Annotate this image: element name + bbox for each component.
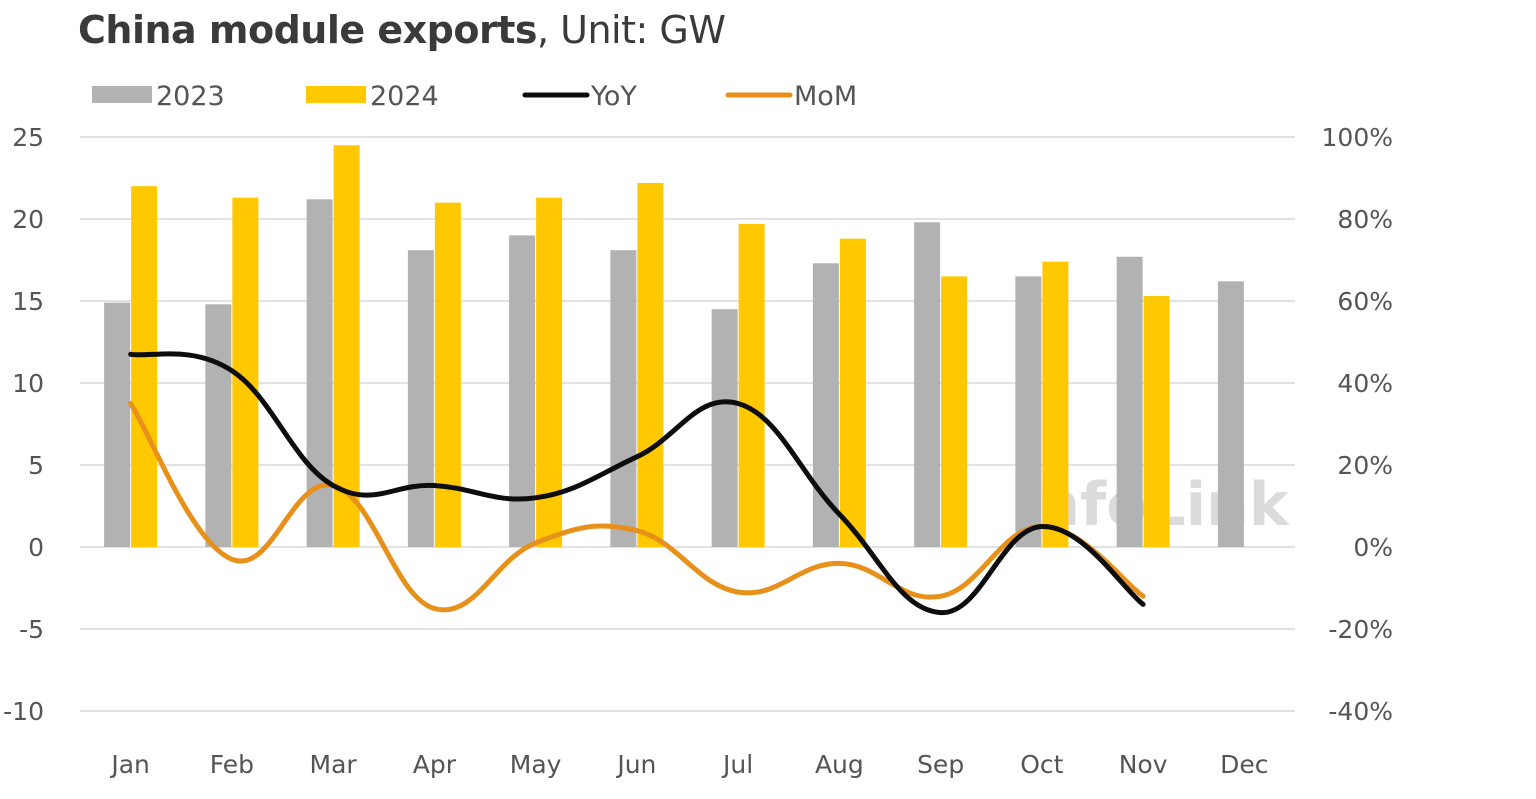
chart-title-unit: , Unit: GW bbox=[537, 8, 726, 52]
lines bbox=[128, 351, 1146, 616]
axes: -10 -5 0 5 10 15 20 25 -40% -20% 0% 20% 40% 60% 80% 100… bbox=[3, 123, 1393, 779]
line-YoY bbox=[128, 351, 1146, 616]
legend-label-MoM: MoM bbox=[794, 81, 857, 112]
y-right-tick-label: 20% bbox=[1337, 451, 1393, 480]
y-left-tick-label: 20 bbox=[12, 205, 44, 234]
bar-2023 bbox=[104, 302, 131, 547]
x-tick-label: Apr bbox=[413, 750, 457, 779]
y-right-tick-label: -20% bbox=[1328, 615, 1393, 644]
x-tick-label: Nov bbox=[1119, 750, 1168, 779]
legend-swatch-2023 bbox=[92, 86, 152, 103]
y-left-tick-label: -5 bbox=[19, 615, 44, 644]
x-tick-label: Jul bbox=[721, 750, 753, 779]
y-right-tick-label: 80% bbox=[1337, 205, 1393, 234]
bar-2024 bbox=[1042, 261, 1069, 547]
bar-2023 bbox=[1015, 276, 1042, 547]
y-right-tick-label: 40% bbox=[1337, 369, 1393, 398]
bar-2024 bbox=[839, 238, 866, 547]
bar-2023 bbox=[711, 309, 738, 547]
x-tick-label: Sep bbox=[917, 750, 964, 779]
y-left-tick-label: 25 bbox=[12, 123, 44, 152]
x-tick-label: Mar bbox=[310, 750, 358, 779]
y-right-tick-label: 100% bbox=[1322, 123, 1393, 152]
line-MoM bbox=[128, 401, 1146, 613]
y-right-tick-label: 0% bbox=[1353, 533, 1393, 562]
bar-2023 bbox=[509, 235, 536, 547]
x-tick-label: Aug bbox=[815, 750, 864, 779]
x-tick-label: Feb bbox=[210, 750, 254, 779]
y-left-tick-label: 5 bbox=[28, 451, 44, 480]
x-tick-label: Oct bbox=[1020, 750, 1063, 779]
bar-2023 bbox=[914, 222, 941, 547]
legend-label-2023: 2023 bbox=[156, 81, 225, 112]
bar-2023 bbox=[306, 199, 333, 547]
bars bbox=[104, 145, 1244, 548]
legend-swatch-2024 bbox=[306, 86, 366, 103]
legend: 2023 2024 YoY MoM bbox=[92, 81, 857, 112]
bar-2023 bbox=[1217, 281, 1244, 547]
bar-2024 bbox=[941, 276, 968, 547]
y-left-tick-label: 10 bbox=[12, 369, 44, 398]
bar-2023 bbox=[610, 250, 637, 547]
legend-label-2024: 2024 bbox=[370, 81, 439, 112]
x-tick-label: Jan bbox=[109, 750, 150, 779]
bar-2024 bbox=[637, 182, 664, 548]
bar-2023 bbox=[1116, 256, 1143, 547]
y-right-tick-label: 60% bbox=[1337, 287, 1393, 316]
bar-2024 bbox=[738, 223, 765, 548]
gridlines bbox=[80, 136, 1295, 712]
x-tick-label: Dec bbox=[1220, 750, 1268, 779]
bar-2023 bbox=[407, 250, 434, 547]
x-tick-label: Jun bbox=[615, 750, 656, 779]
bar-2024 bbox=[434, 202, 461, 547]
chart-title: China module exports, Unit: GW bbox=[78, 8, 726, 52]
bar-2024 bbox=[536, 197, 563, 547]
legend-label-YoY: YoY bbox=[590, 81, 637, 112]
y-left-tick-label: -10 bbox=[3, 697, 44, 726]
bar-2024 bbox=[131, 186, 158, 547]
y-right-tick-label: -40% bbox=[1328, 697, 1393, 726]
chart-title-main: China module exports bbox=[78, 8, 538, 52]
bar-2023 bbox=[205, 304, 232, 547]
x-tick-label: May bbox=[510, 750, 562, 779]
y-left-tick-label: 15 bbox=[12, 287, 44, 316]
bar-2024 bbox=[333, 145, 360, 547]
bar-2024 bbox=[1143, 296, 1170, 547]
y-left-tick-label: 0 bbox=[28, 533, 44, 562]
bar-2023 bbox=[812, 263, 839, 547]
